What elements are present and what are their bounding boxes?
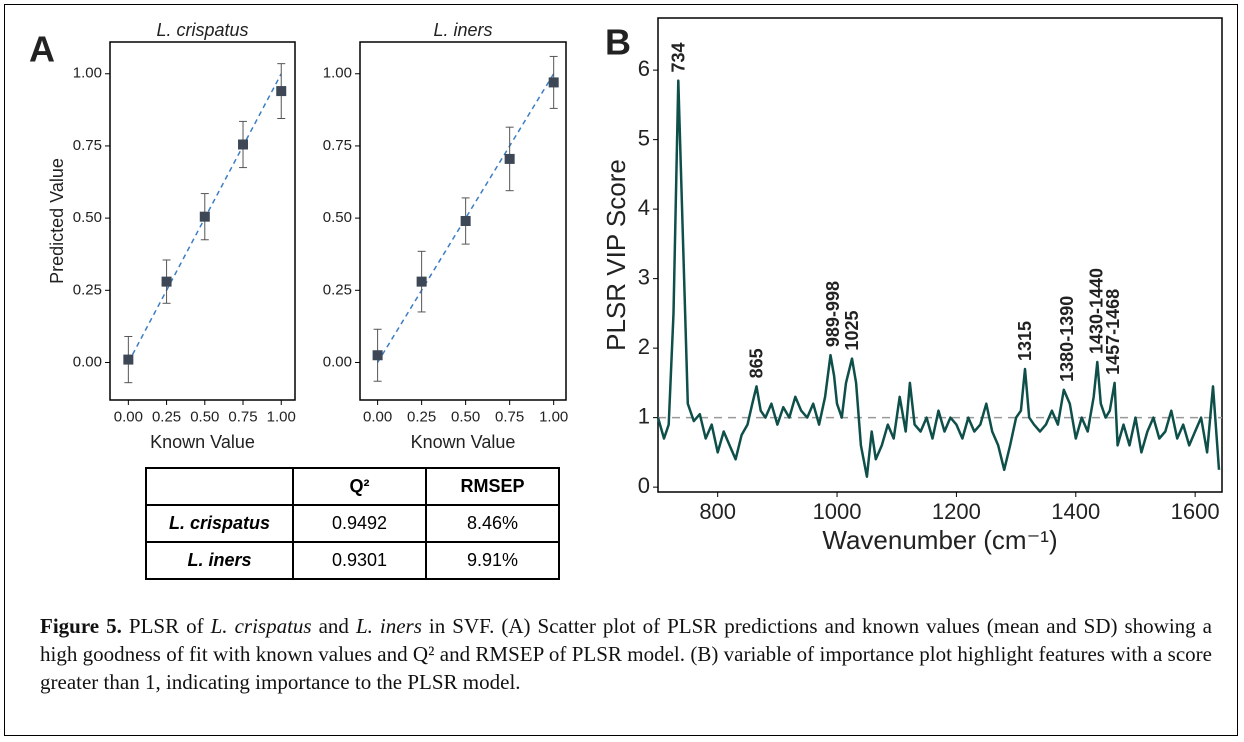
point — [123, 354, 134, 365]
y-tick-label: 0.50 — [73, 209, 102, 226]
y-tick-label: 0.00 — [73, 353, 102, 370]
x-tick-label: 1.00 — [267, 408, 296, 425]
chart-title: L. iners — [433, 20, 492, 40]
x-tick-label: 1000 — [813, 499, 862, 524]
y-tick-label: 6 — [638, 56, 650, 81]
metrics-table: Q² RMSEP L. crispatus 0.9492 8.46% L. iners… — [145, 467, 560, 580]
caption-text: PLSR of — [121, 614, 211, 638]
x-tick-label: 1.00 — [539, 408, 568, 425]
y-tick-label: 1 — [638, 403, 650, 428]
x-axis-label: Wavenumber (cm⁻¹) — [822, 525, 1057, 555]
y-tick-label: 0.25 — [323, 281, 352, 298]
y-tick-label: 0.50 — [323, 209, 352, 226]
chart-title: L. crispatus — [156, 20, 248, 40]
x-tick-label: 0.75 — [495, 408, 524, 425]
x-tick-label: 0.75 — [228, 408, 257, 425]
y-tick-label: 0 — [638, 473, 650, 498]
peak-label: 1315 — [1015, 321, 1035, 361]
x-tick-label: 0.00 — [363, 408, 392, 425]
table-cell: 0.9301 — [292, 541, 427, 580]
point — [548, 77, 559, 88]
x-tick-label: 0.25 — [152, 408, 181, 425]
table-cell: 0.9492 — [292, 504, 427, 543]
point — [504, 153, 515, 164]
peak-label: 1430-1440 — [1087, 268, 1107, 354]
x-tick-label: 0.00 — [114, 408, 143, 425]
x-tick-label: 0.25 — [407, 408, 436, 425]
point — [416, 276, 427, 287]
y-tick-label: 5 — [638, 125, 650, 150]
point — [238, 139, 249, 150]
caption: Figure 5. PLSR of L. crispatus and L. in… — [40, 612, 1212, 696]
table-cell: 9.91% — [425, 541, 560, 580]
fit-line — [376, 73, 555, 363]
x-tick-label: 1200 — [932, 499, 981, 524]
x-axis-label: Known Value — [150, 432, 255, 452]
y-tick-label: 2 — [638, 334, 650, 359]
y-axis-label: PLSR VIP Score — [601, 159, 631, 351]
x-tick-label: 0.50 — [190, 408, 219, 425]
row-label: L. crispatus — [145, 504, 294, 543]
y-tick-label: 1.00 — [73, 65, 102, 82]
y-tick-label: 0.75 — [73, 137, 102, 154]
x-tick-label: 800 — [699, 499, 736, 524]
caption-text: L. crispatus — [210, 614, 312, 638]
x-axis-label: Known Value — [411, 432, 516, 452]
x-tick-label: 1400 — [1051, 499, 1100, 524]
y-tick-label: 0.25 — [73, 281, 102, 298]
y-tick-label: 0.00 — [323, 353, 352, 370]
peak-label: 1380-1390 — [1057, 296, 1077, 382]
y-tick-label: 1.00 — [323, 65, 352, 82]
panel-label: B — [605, 22, 631, 63]
caption-text: L. iners — [355, 614, 422, 638]
peak-label: 1025 — [842, 311, 862, 351]
caption-text: and — [311, 614, 356, 638]
caption-text: Figure 5. — [40, 614, 122, 638]
table-header: RMSEP — [425, 467, 560, 506]
table-cell: 8.46% — [425, 504, 560, 543]
table-header: Q² — [292, 467, 427, 506]
peak-label: 734 — [668, 43, 688, 73]
x-tick-label: 1600 — [1171, 499, 1220, 524]
plot-frame — [109, 41, 296, 401]
y-tick-label: 3 — [638, 264, 650, 289]
table-corner — [145, 467, 294, 506]
point — [161, 276, 172, 287]
spectrum-line — [656, 79, 1221, 478]
point — [199, 211, 210, 222]
y-axis-label: Predicted Value — [47, 158, 67, 284]
plot-frame — [657, 17, 1223, 493]
peak-label: 1457-1468 — [1103, 289, 1123, 375]
point — [276, 86, 287, 97]
point — [372, 350, 383, 361]
x-tick-label: 0.50 — [451, 408, 480, 425]
point — [460, 216, 471, 226]
row-label: L. iners — [145, 541, 294, 580]
y-tick-label: 4 — [638, 195, 650, 220]
plot-frame — [359, 41, 567, 401]
panel-label: A — [29, 29, 55, 70]
y-tick-label: 0.75 — [323, 137, 352, 154]
figure-frame — [4, 4, 1238, 736]
peak-label: 989-998 — [823, 281, 843, 347]
caption-text: in SVF. (A) Scatter plot of PLSR predict… — [40, 614, 1213, 694]
peak-label: 865 — [746, 348, 766, 378]
